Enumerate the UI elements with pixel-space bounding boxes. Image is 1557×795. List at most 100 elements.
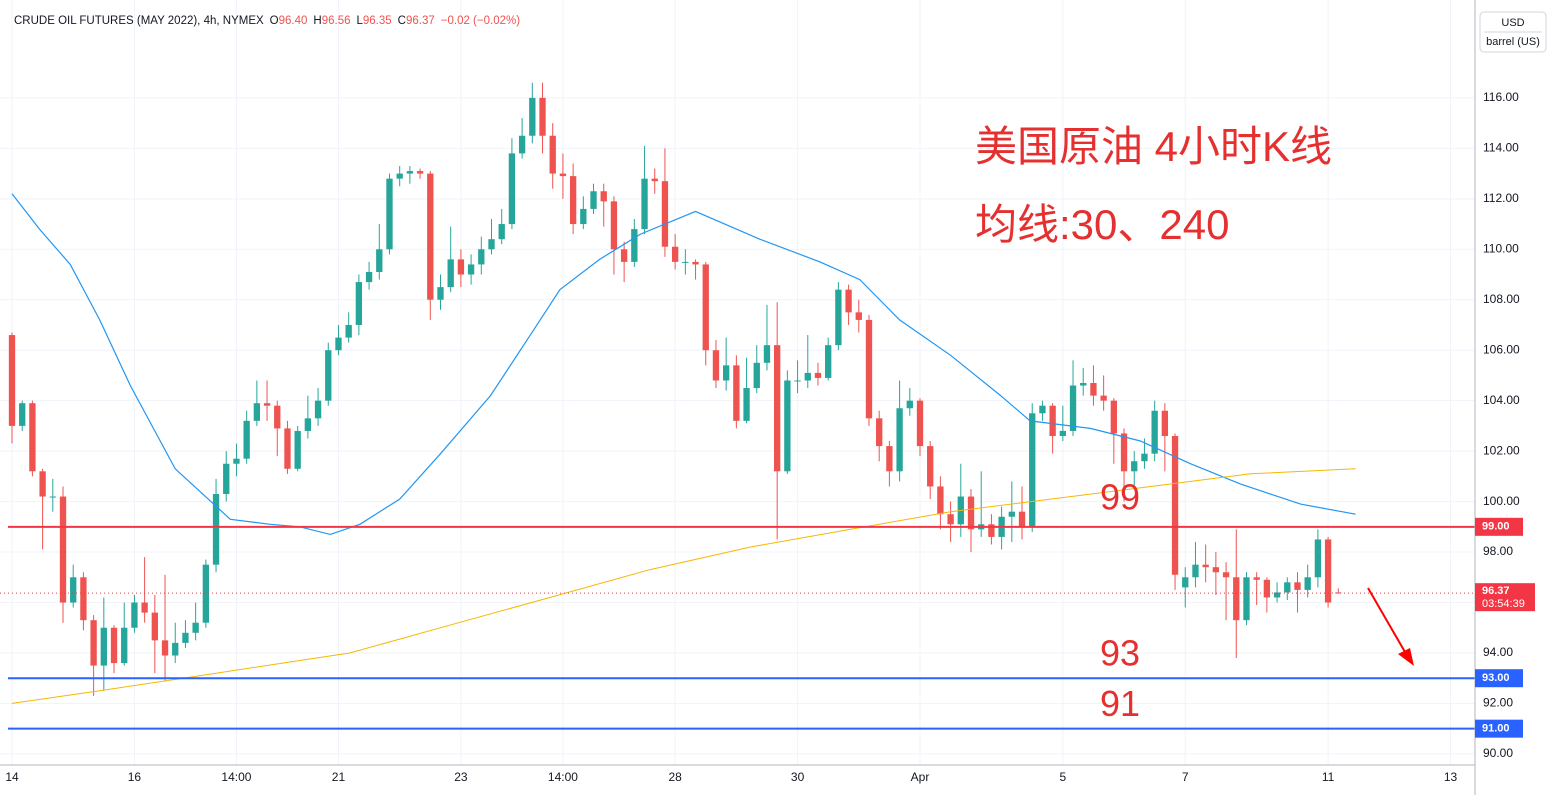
candle-body — [1018, 511, 1026, 527]
candle-body — [539, 97, 546, 136]
candle-body — [610, 201, 618, 250]
candle-body — [784, 380, 791, 472]
candle-body — [325, 350, 332, 401]
candle-body — [896, 408, 903, 472]
candle-body — [1161, 410, 1169, 436]
candle-body — [825, 345, 832, 378]
ohlc-key: H — [313, 15, 321, 27]
candle-body — [753, 362, 760, 389]
currency: USD — [1501, 17, 1524, 29]
arrow-head — [1398, 648, 1414, 666]
candle-body — [804, 372, 811, 381]
candle-body — [1273, 592, 1281, 598]
last-price-box — [1475, 583, 1535, 612]
level-label-box — [1475, 719, 1523, 738]
candle-body — [641, 178, 648, 230]
candle-body — [478, 249, 485, 265]
ohlc-value: 96.35 — [363, 15, 392, 27]
candle-body — [620, 249, 628, 262]
axes: 90.0092.0094.0096.0098.00100.00102.00104… — [5, 90, 1535, 784]
y-tick-label: 98.00 — [1483, 544, 1513, 558]
x-tick-label: 14 — [5, 770, 19, 784]
candle-body — [223, 463, 230, 495]
candle-body — [1090, 383, 1097, 396]
y-tick-label: 108.00 — [1483, 292, 1520, 306]
candle-body — [1192, 564, 1199, 578]
candle-body — [8, 335, 16, 426]
candle-body — [355, 282, 363, 325]
candle-body — [304, 418, 312, 431]
candle-body — [284, 428, 291, 469]
candle-body — [1212, 567, 1220, 573]
candle-body — [886, 446, 893, 472]
candle-body — [651, 178, 658, 182]
last-price-label: 96.37 — [1482, 585, 1510, 597]
y-tick-label: 90.00 — [1483, 746, 1513, 760]
candle-body — [569, 176, 577, 225]
candle-body — [263, 403, 271, 406]
candle-body — [508, 153, 516, 225]
candle-body — [845, 289, 852, 313]
candle-body — [110, 627, 118, 664]
ohlc-key: C — [398, 15, 406, 27]
y-tick-label: 104.00 — [1483, 393, 1520, 407]
y-tick-label: 102.00 — [1483, 443, 1520, 457]
candle-body — [661, 181, 669, 247]
candle-body — [1171, 435, 1179, 575]
candle-body — [590, 191, 597, 209]
header: CRUDE OIL FUTURES (MAY 2022), 4h, NYMEX O… — [14, 15, 520, 27]
candle-body — [335, 337, 342, 351]
countdown: 03:54:39 — [1482, 598, 1525, 610]
moving-average — [11, 193, 1356, 536]
level-note: 93 — [1100, 633, 1140, 674]
candle-body — [1304, 577, 1311, 590]
candle-body — [182, 632, 189, 643]
candle-body — [396, 173, 403, 179]
y-tick-label: 106.00 — [1483, 342, 1520, 356]
candle-body — [988, 524, 995, 537]
candle-body — [743, 388, 750, 421]
candle-body — [1314, 539, 1322, 578]
candle-body — [763, 345, 771, 363]
candle-body — [733, 365, 740, 421]
candle-body — [529, 97, 536, 136]
candle-body — [498, 224, 505, 240]
candle-body — [1243, 577, 1250, 621]
x-tick-label: 23 — [454, 770, 468, 784]
candle-body — [692, 261, 699, 265]
candle-body — [39, 471, 46, 497]
candle-body — [59, 496, 67, 603]
candle-body — [1110, 400, 1118, 434]
x-tick-label: 11 — [1322, 770, 1335, 784]
candle-body — [100, 627, 107, 666]
candle-body — [774, 345, 781, 472]
y-tick-label: 110.00 — [1483, 241, 1519, 255]
symbol: CRUDE OIL FUTURES (MAY 2022), 4h, NYMEX — [14, 15, 264, 27]
candle-body — [29, 403, 36, 472]
x-tick-label: 5 — [1059, 770, 1066, 784]
candle-body — [131, 602, 138, 628]
candle-body — [559, 173, 567, 177]
candle-body — [1080, 383, 1087, 386]
candle-body — [345, 324, 352, 338]
candle-body — [1141, 453, 1148, 462]
unit: barrel (US) — [1486, 36, 1540, 48]
candle-body — [1039, 405, 1046, 414]
candle-body — [1059, 430, 1066, 436]
candle-body — [365, 271, 373, 283]
level-label: 91.00 — [1482, 723, 1510, 735]
candle-body — [927, 446, 934, 487]
currency-box: USD barrel (US) — [1479, 11, 1547, 53]
candle-body — [376, 249, 383, 272]
candle-body — [1202, 564, 1209, 568]
x-tick-label: 14:00 — [221, 770, 251, 784]
y-tick-label: 94.00 — [1483, 645, 1513, 659]
x-tick-label: 21 — [332, 770, 346, 784]
level-note: 99 — [1100, 476, 1140, 517]
y-tick-label: 92.00 — [1483, 696, 1513, 710]
candle-body — [274, 405, 281, 429]
candle-body — [518, 135, 526, 154]
x-tick-label: 30 — [791, 770, 805, 784]
candle-body — [967, 496, 975, 530]
candle-body — [1233, 577, 1240, 621]
